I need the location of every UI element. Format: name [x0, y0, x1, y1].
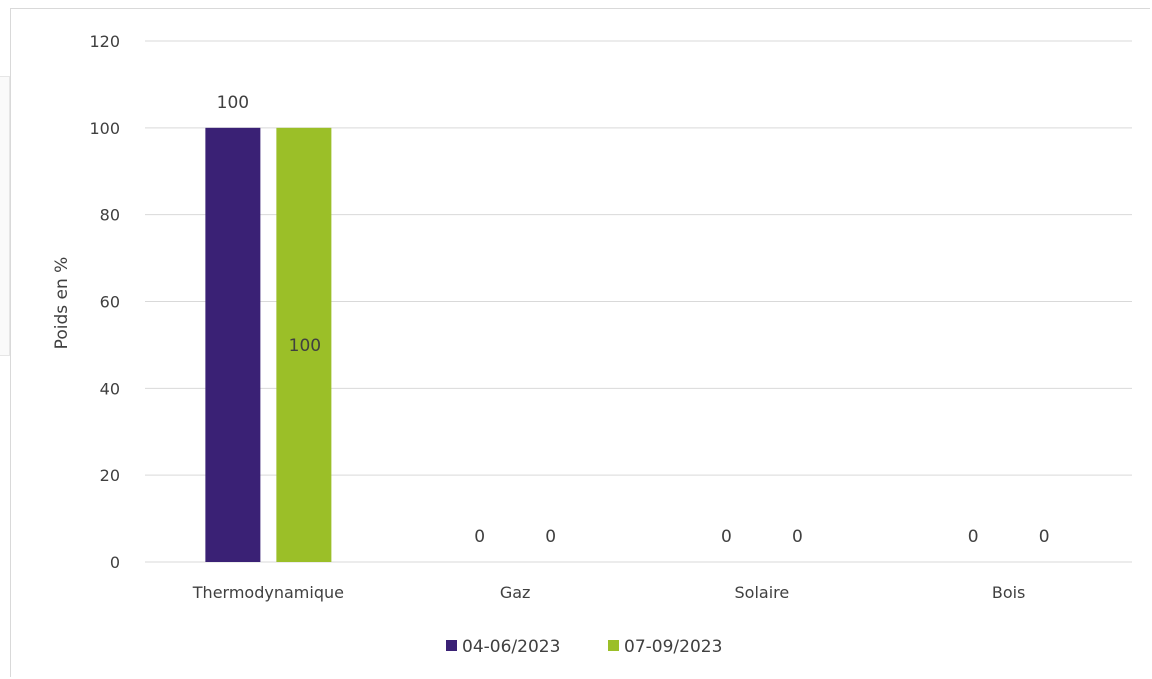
data-label: 0 — [1039, 527, 1050, 547]
y-tick-label: 0 — [110, 553, 120, 572]
y-axis-title: Poids en % — [52, 257, 72, 350]
x-axis-ticks: Thermodynamique Gaz Solaire Bois — [192, 583, 1026, 602]
data-label: 0 — [474, 527, 485, 547]
legend-swatch-series-1 — [446, 640, 457, 651]
data-label: 0 — [792, 527, 803, 547]
x-tick-label: Solaire — [735, 583, 790, 602]
bars — [205, 127, 332, 562]
legend-swatch-series-2 — [608, 640, 619, 651]
data-label: 0 — [545, 527, 556, 547]
y-tick-label: 100 — [89, 119, 120, 138]
data-label: 100 — [289, 336, 321, 356]
data-label: 0 — [968, 527, 979, 547]
y-tick-label: 120 — [89, 32, 120, 51]
x-tick-label: Gaz — [500, 583, 531, 602]
bar-thermodynamique-series-2 — [276, 127, 332, 562]
y-tick-label: 20 — [100, 466, 120, 485]
legend-label-series-1: 04-06/2023 — [462, 637, 560, 657]
y-tick-label: 60 — [100, 293, 120, 312]
data-label: 100 — [217, 93, 249, 113]
legend: 04-06/2023 07-09/2023 — [446, 637, 722, 657]
x-tick-label: Thermodynamique — [192, 583, 344, 602]
side-panel-edge — [0, 76, 10, 356]
y-axis-ticks: 0 20 40 60 80 100 120 — [89, 32, 120, 572]
y-tick-label: 40 — [100, 379, 120, 398]
data-labels: 100 100 0 0 0 0 0 0 — [217, 93, 1050, 547]
x-tick-label: Bois — [992, 583, 1026, 602]
data-label: 0 — [721, 527, 732, 547]
legend-label-series-2: 07-09/2023 — [624, 637, 722, 657]
bar-thermodynamique-series-1 — [205, 127, 261, 562]
chart-frame — [10, 8, 1150, 677]
y-tick-label: 80 — [100, 206, 120, 225]
